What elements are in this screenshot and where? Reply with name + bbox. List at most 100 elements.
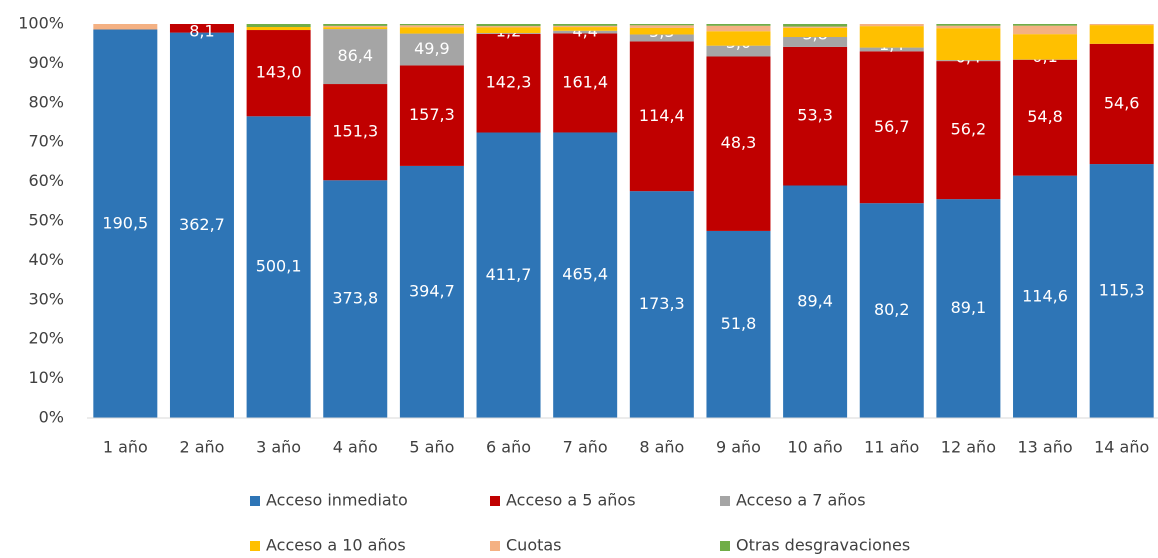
x-tick-label: 2 año <box>179 438 224 457</box>
bar-segment <box>323 25 388 28</box>
data-label: 114,6 <box>1022 286 1068 305</box>
bar-segment <box>783 24 848 27</box>
y-tick-label: 40% <box>28 250 64 269</box>
bar-segment <box>93 29 158 418</box>
data-label: 114,4 <box>639 106 685 125</box>
legend-swatch <box>720 496 730 506</box>
legend-label: Acceso inmediato <box>266 491 408 510</box>
bar-segment <box>399 27 464 34</box>
bar-segment <box>706 56 771 231</box>
y-tick-label: 20% <box>28 329 64 348</box>
bar-segment <box>553 25 618 28</box>
x-tick-label: 11 año <box>864 438 919 457</box>
bar-segment <box>706 31 771 46</box>
bar-segment <box>323 84 388 181</box>
bar-segment <box>629 34 694 42</box>
data-label: 362,7 <box>179 215 225 234</box>
bar-segment <box>1089 25 1154 44</box>
bar-segment <box>629 27 694 35</box>
bar-segment <box>1013 175 1078 418</box>
y-tick-label: 60% <box>28 171 64 190</box>
y-tick-label: 70% <box>28 132 64 151</box>
bar-segment <box>476 132 541 418</box>
bar-segment <box>476 26 541 28</box>
legend-label: Otras desgravaciones <box>736 536 910 555</box>
x-tick-label: 10 año <box>788 438 843 457</box>
bar-segment <box>553 132 618 418</box>
bar-segment <box>553 30 618 34</box>
legend-label: Acceso a 5 años <box>506 491 636 510</box>
legend-swatch <box>490 496 500 506</box>
bar-segment <box>706 230 771 418</box>
bar-segment <box>859 51 924 204</box>
data-label: 54,8 <box>1027 107 1063 126</box>
data-label: 143,0 <box>256 63 302 82</box>
bar-segment <box>246 24 311 28</box>
bar-segment <box>1013 59 1078 176</box>
legend-swatch <box>250 541 260 551</box>
bar-segment <box>399 24 464 26</box>
bar-segment <box>399 65 464 166</box>
data-label: 173,3 <box>639 294 685 313</box>
data-label: 89,1 <box>951 298 987 317</box>
x-tick-label: 5 año <box>409 438 454 457</box>
y-tick-label: 10% <box>28 368 64 387</box>
data-label: 115,3 <box>1099 281 1145 300</box>
bar-segment <box>859 47 924 52</box>
bar-segment <box>1089 164 1154 418</box>
bar-segment <box>553 33 618 133</box>
x-tick-label: 7 año <box>563 438 608 457</box>
legend-swatch <box>490 541 500 551</box>
x-tick-label: 8 año <box>639 438 684 457</box>
bar-segment <box>936 60 1001 62</box>
bar-segment <box>1013 25 1078 35</box>
bar-segment <box>399 33 464 66</box>
bar-segment <box>323 180 388 418</box>
bar-segment <box>246 30 311 117</box>
bar-segment <box>476 33 541 133</box>
data-label: 161,4 <box>562 72 608 91</box>
legend-label: Acceso a 10 años <box>266 536 406 555</box>
bar-segment <box>936 24 1001 26</box>
data-label: 48,3 <box>721 133 757 152</box>
data-label: 80,2 <box>874 300 910 319</box>
bar-segment <box>629 24 694 26</box>
y-tick-label: 0% <box>39 408 64 427</box>
x-tick-label: 4 año <box>333 438 378 457</box>
bar-segment <box>936 28 1001 61</box>
bar-segment <box>1013 24 1078 26</box>
data-label: 53,3 <box>797 106 833 125</box>
x-tick-label: 1 año <box>103 438 148 457</box>
y-tick-label: 80% <box>28 92 64 111</box>
bar-segment <box>1089 43 1154 165</box>
bar-segment <box>629 25 694 28</box>
data-label: 190,5 <box>102 213 148 232</box>
bar-segment <box>553 27 618 31</box>
bar-segment <box>783 185 848 418</box>
data-label: 56,7 <box>874 117 910 136</box>
x-tick-label: 9 año <box>716 438 761 457</box>
bar-segment <box>783 37 848 47</box>
bar-segment <box>706 45 771 57</box>
bar-segment <box>706 24 771 26</box>
data-label: 411,7 <box>486 265 532 284</box>
bar-segment <box>169 32 234 418</box>
bar-segment <box>783 27 848 38</box>
y-tick-label: 100% <box>18 14 64 33</box>
bar-segment <box>629 191 694 418</box>
data-label: 151,3 <box>332 122 378 141</box>
legend-swatch <box>720 541 730 551</box>
bar-segment <box>936 61 1001 200</box>
legend-label: Cuotas <box>506 536 562 555</box>
legend-swatch <box>250 496 260 506</box>
data-label: 394,7 <box>409 281 455 300</box>
data-label: 86,4 <box>337 46 373 65</box>
legend-label: Acceso a 7 años <box>736 491 866 510</box>
data-label: 157,3 <box>409 105 455 124</box>
data-label: 500,1 <box>256 257 302 276</box>
bar-segment <box>246 27 311 31</box>
x-tick-label: 13 año <box>1017 438 1072 457</box>
bar-segment <box>246 116 311 418</box>
y-tick-label: 50% <box>28 211 64 230</box>
